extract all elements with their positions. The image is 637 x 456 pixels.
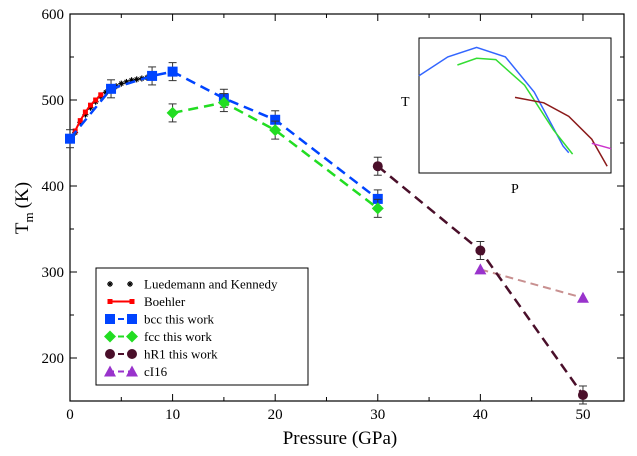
data-point [474, 263, 487, 275]
x-tick-label: 10 [165, 407, 180, 423]
y-tick-label: 400 [42, 179, 65, 195]
legend-item: Boehler [107, 294, 186, 309]
data-point [98, 92, 104, 98]
x-axis-title: Pressure (GPa) [283, 428, 398, 449]
series-line [172, 101, 379, 210]
legend: Luedemann and Kennedy Boehler bcc this wor… [95, 267, 309, 386]
legend-item: fcc this work [104, 329, 212, 344]
legend-marker [104, 330, 116, 343]
legend-item: Luedemann and Kennedy [107, 277, 278, 292]
legend-marker [105, 314, 115, 324]
data-point [133, 76, 140, 83]
data-point [106, 83, 117, 94]
legend-label: Luedemann and Kennedy [144, 277, 278, 292]
y-axis-title-unit: (K) [12, 182, 33, 208]
legend-marker [107, 281, 113, 287]
data-point [577, 389, 588, 400]
data-point [65, 133, 75, 144]
legend-label: bcc this work [144, 312, 215, 327]
legend-marker [126, 330, 138, 343]
legend-item: hR1 this work [105, 347, 218, 362]
legend-marker [104, 365, 116, 377]
y-tick-label: 200 [42, 351, 65, 367]
data-point [270, 114, 281, 125]
legend-label: hR1 this work [144, 347, 218, 362]
svg-text:Tm(K): Tm (K) [12, 182, 36, 234]
legend-label: Boehler [144, 294, 186, 309]
data-point [166, 106, 179, 119]
inset-curve [418, 46, 570, 154]
series-5 [474, 263, 589, 303]
y-tick-label: 600 [42, 7, 65, 23]
y-tick-label: 300 [42, 265, 65, 281]
data-point [269, 124, 282, 137]
inset-y-label: T [401, 95, 410, 110]
inset-plot: TP [401, 37, 612, 197]
y-axis-title-sub: m [21, 212, 36, 222]
star-stroke [118, 81, 124, 87]
inset-x-label: P [511, 182, 519, 197]
data-point [372, 161, 383, 172]
y-axis-title: Tm (K) [12, 182, 36, 234]
legend-marker [127, 349, 137, 359]
legend-label: cI16 [144, 364, 168, 379]
legend-marker [105, 349, 115, 359]
data-point [217, 96, 230, 109]
legend-label: fcc this work [144, 329, 212, 344]
x-tick-label: 50 [575, 407, 590, 423]
x-tick-label: 0 [66, 407, 74, 423]
legend-marker [129, 299, 135, 304]
plot-frame [69, 13, 625, 402]
legend-marker [127, 281, 133, 287]
data-point [147, 70, 158, 81]
legend-marker [107, 299, 113, 304]
series-line [376, 165, 584, 396]
inset-curve [457, 57, 574, 155]
x-tick-label: 40 [473, 407, 488, 423]
x-tick-label: 30 [370, 407, 385, 423]
series-3 [166, 93, 384, 218]
legend-marker [126, 365, 138, 377]
data-point [371, 202, 384, 215]
data-point [576, 291, 589, 303]
data-point [82, 109, 88, 115]
star-stroke [134, 77, 140, 82]
series-4 [372, 156, 588, 405]
data-point [475, 245, 486, 256]
series-1 [72, 92, 104, 134]
y-tick-label: 500 [42, 93, 65, 109]
legend-marker [127, 314, 137, 324]
legend-item: bcc this work [105, 312, 215, 327]
y-axis-title-main: T [12, 222, 33, 234]
data-point [118, 80, 125, 87]
data-point [93, 97, 99, 103]
series-2 [65, 62, 383, 209]
star-stroke [127, 281, 133, 287]
star-stroke [124, 79, 129, 85]
inset-frame [418, 37, 612, 174]
legend-item: cI16 [104, 364, 168, 379]
legend-frame [95, 267, 309, 386]
inset-curve [591, 142, 612, 150]
data-point [88, 102, 94, 108]
data-point [77, 118, 83, 124]
data-point [167, 66, 178, 77]
star-stroke [107, 281, 113, 287]
x-tick-label: 20 [268, 407, 283, 423]
series-0 [72, 74, 156, 136]
main-plot: 0 10 20 30 40 50 200 300 400 500 600 [42, 7, 625, 423]
inset-curve [514, 96, 608, 167]
